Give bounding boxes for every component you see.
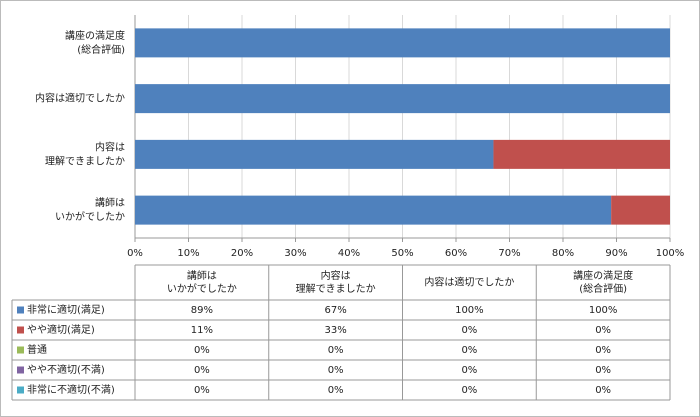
x-tick-label: 10%	[177, 248, 199, 259]
table-value: 0%	[461, 385, 477, 396]
table-header: (総合評価)	[579, 282, 627, 295]
table-value: 67%	[325, 305, 347, 316]
x-tick-label: 100%	[656, 248, 685, 259]
table-value: 100%	[589, 305, 618, 316]
x-tick-label: 70%	[498, 248, 520, 259]
legend-label: やや適切(満足)	[27, 323, 95, 336]
table-value: 100%	[455, 305, 484, 316]
legend-label: やや不適切(不満)	[27, 363, 105, 376]
table-value: 0%	[328, 365, 344, 376]
legend-key	[17, 366, 24, 374]
table-value: 0%	[461, 325, 477, 336]
table-value: 0%	[194, 345, 210, 356]
y-tick-label: 理解できましたか	[45, 154, 125, 167]
legend-key	[17, 326, 24, 334]
table-value: 0%	[328, 345, 344, 356]
legend-label: 非常に不適切(不満)	[27, 383, 115, 396]
bar-segment	[135, 84, 670, 114]
table-value: 0%	[328, 385, 344, 396]
legend-key	[17, 306, 24, 314]
y-tick-label: 講座の満足度	[65, 29, 125, 42]
x-tick-label: 40%	[338, 248, 360, 259]
table-header: 内容は	[321, 269, 351, 282]
x-tick-label: 0%	[127, 248, 143, 259]
table-value: 0%	[194, 365, 210, 376]
legend-label: 非常に適切(満足)	[27, 303, 105, 316]
x-tick-label: 30%	[284, 248, 306, 259]
x-tick-label: 80%	[552, 248, 574, 259]
y-tick-label: 内容は適切でしたか	[35, 92, 125, 105]
y-tick-label: いかがでしたか	[55, 210, 125, 223]
legend-key	[17, 386, 24, 394]
legend-key	[17, 346, 24, 354]
table-value: 0%	[595, 325, 611, 336]
y-tick-label: 講師は	[95, 196, 125, 209]
table-value: 0%	[461, 365, 477, 376]
bar-segment	[135, 139, 494, 169]
bar-segment	[135, 195, 612, 225]
table-value: 0%	[461, 345, 477, 356]
table-value: 0%	[595, 345, 611, 356]
table-value: 11%	[191, 325, 213, 336]
table-header: 講座の満足度	[573, 269, 633, 282]
table-value: 33%	[325, 325, 347, 336]
table-value: 0%	[595, 385, 611, 396]
bar-segment	[493, 139, 670, 169]
x-tick-label: 20%	[231, 248, 253, 259]
legend-label: 普通	[27, 343, 47, 356]
table-header: 内容は適切でしたか	[424, 276, 514, 289]
table-value: 0%	[194, 385, 210, 396]
bar-segment	[135, 28, 670, 58]
table-value: 0%	[595, 365, 611, 376]
table-header: 理解できましたか	[296, 282, 376, 295]
x-tick-label: 50%	[391, 248, 413, 259]
x-tick-label: 60%	[445, 248, 467, 259]
y-tick-label: 内容は	[95, 140, 125, 153]
table-header: いかがでしたか	[167, 282, 237, 295]
table-header: 講師は	[187, 269, 217, 282]
table-value: 89%	[191, 305, 213, 316]
x-tick-label: 90%	[605, 248, 627, 259]
bar-segment	[611, 195, 670, 225]
y-tick-label: (総合評価)	[77, 43, 125, 56]
